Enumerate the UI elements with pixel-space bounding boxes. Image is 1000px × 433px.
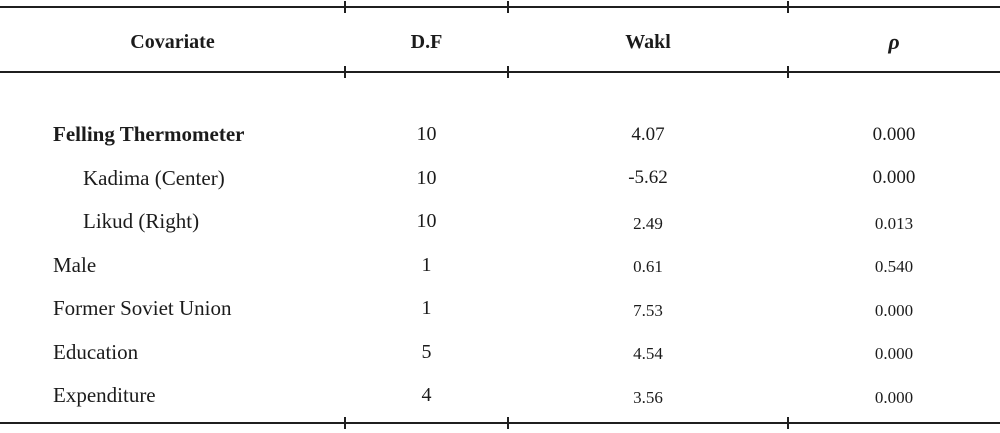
wakl-cell: 4.07 (631, 123, 665, 145)
rho-cell: 0.000 (872, 123, 916, 145)
covariate-cell: Former Soviet Union (53, 296, 232, 321)
covariate-cell: Expenditure (53, 383, 156, 408)
wakl-cell: -5.62 (628, 167, 668, 189)
table-header-rule (0, 71, 1000, 73)
table-top-rule (0, 6, 1000, 8)
rho-cell: 0.000 (874, 387, 914, 407)
column-divider-tick (787, 1, 789, 13)
column-divider-tick (344, 417, 346, 429)
wakl-cell: 7.53 (633, 300, 663, 320)
covariate-cell: Kadima (Center) (83, 165, 225, 190)
column-header-covariate: Covariate (130, 30, 215, 53)
wakl-cell: 2.49 (633, 213, 663, 233)
column-divider-tick (344, 1, 346, 13)
rho-cell: 0.000 (874, 300, 914, 320)
wakl-cell: 3.56 (633, 387, 663, 407)
wakl-cell: 0.61 (633, 257, 663, 277)
column-divider-tick (507, 66, 509, 78)
wakl-cell: 4.54 (633, 344, 663, 364)
df-cell: 1 (421, 253, 432, 276)
column-divider-tick (344, 66, 346, 78)
df-cell: 4 (421, 384, 432, 407)
df-cell: 10 (416, 166, 437, 189)
covariate-cell: Likud (Right) (83, 209, 200, 234)
column-header-rho: ρ (888, 29, 900, 54)
column-divider-tick (787, 66, 789, 78)
covariate-cell: Education (53, 339, 139, 364)
df-cell: 10 (416, 210, 437, 233)
df-cell: 1 (421, 297, 432, 320)
df-cell: 5 (421, 340, 432, 363)
df-cell: 10 (416, 123, 437, 146)
rho-cell: 0.000 (874, 344, 914, 364)
column-divider-tick (507, 1, 509, 13)
covariate-cell: Male (53, 252, 97, 277)
rho-cell: 0.000 (872, 167, 916, 189)
column-divider-tick (787, 417, 789, 429)
rho-cell: 0.540 (874, 257, 914, 277)
table-body: Felling Thermometer 10 4.07 0.000 Kadima… (0, 113, 1000, 418)
table-header-row: Covariate D.F Wakl ρ (0, 10, 1000, 70)
rho-cell: 0.013 (874, 213, 914, 233)
column-header-wakl: Wakl (625, 30, 671, 53)
table-bottom-rule (0, 422, 1000, 424)
covariate-cell: Felling Thermometer (53, 122, 245, 147)
column-header-df: D.F (410, 30, 443, 53)
column-divider-tick (507, 417, 509, 429)
